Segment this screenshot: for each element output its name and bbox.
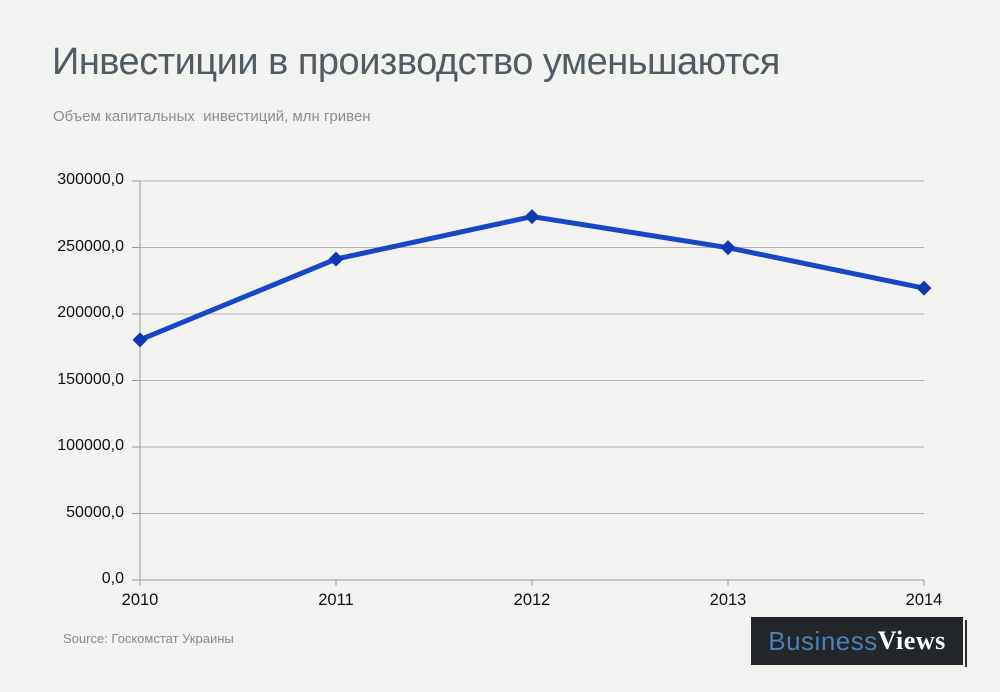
data-point-marker xyxy=(132,332,148,348)
data-point-marker xyxy=(720,240,736,256)
x-tick-label: 2013 xyxy=(709,591,747,609)
y-tick-label: 300000,0 xyxy=(57,171,124,188)
data-point-marker xyxy=(328,251,344,267)
y-tick-label: 200000,0 xyxy=(57,304,124,321)
data-point-marker xyxy=(524,209,540,225)
data-line xyxy=(137,214,927,343)
y-tick-label: 250000,0 xyxy=(57,237,124,255)
logo-business-text: Business xyxy=(768,625,878,656)
x-tick-label: 2010 xyxy=(121,591,159,609)
x-tick-label: 2014 xyxy=(905,591,943,609)
line-chart xyxy=(132,180,932,586)
businessviews-logo: Business Views xyxy=(751,617,967,667)
chart-subtitle: Объем капитальных инвестиций, млн гривен xyxy=(53,108,371,125)
logo-views-text: Views xyxy=(877,626,946,655)
y-tick-label: 100000,0 xyxy=(57,437,124,454)
chart-plot-area xyxy=(132,180,932,586)
x-tick-label: 2012 xyxy=(513,591,551,609)
source-note: Source: Госкомстат Украины xyxy=(63,631,234,646)
y-tick-label: 150000,0 xyxy=(57,370,124,388)
x-tick-label: 2011 xyxy=(318,591,354,609)
y-tick-label: 0,0 xyxy=(101,570,124,587)
chart-title: Инвестиции в производство уменьшаются xyxy=(52,41,780,83)
y-tick-label: 50000,0 xyxy=(66,503,124,521)
data-point-marker xyxy=(916,280,932,296)
